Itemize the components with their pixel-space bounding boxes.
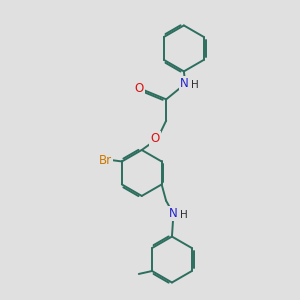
Text: H: H [191,80,199,90]
Text: N: N [179,77,188,90]
Text: O: O [150,132,160,145]
Text: Br: Br [99,154,112,166]
Text: H: H [180,210,188,220]
Text: O: O [134,82,144,95]
Text: N: N [169,207,177,220]
